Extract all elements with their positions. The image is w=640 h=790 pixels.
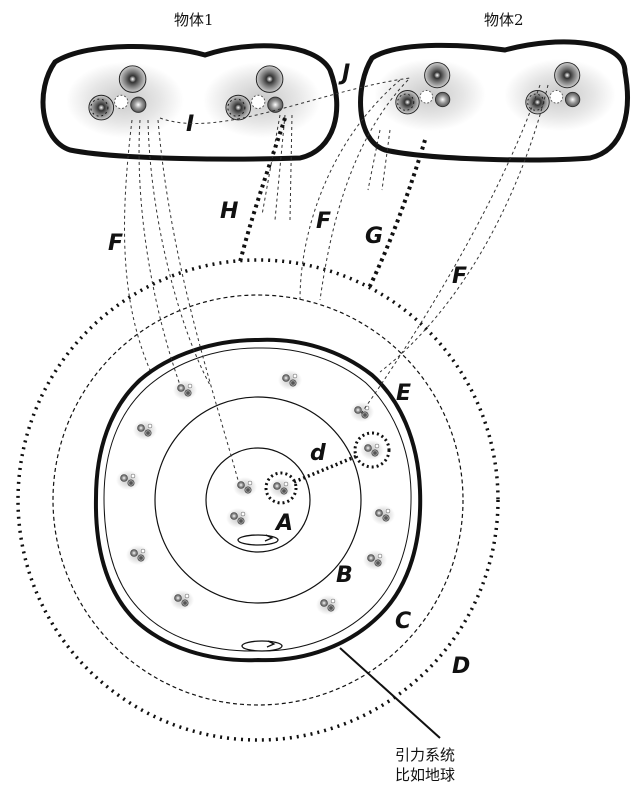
- ring-A: [205, 447, 311, 553]
- field-lines-F: [124, 79, 549, 481]
- body2-title: 物体2: [484, 11, 524, 29]
- ring-D: [16, 258, 500, 742]
- rotation-arrow-inner: [237, 534, 279, 546]
- label-d: d: [310, 441, 326, 466]
- label-F-right: F: [452, 264, 467, 289]
- distance-d-line: [293, 454, 358, 484]
- body2: J: [338, 39, 630, 163]
- label-F-mid: F: [316, 209, 331, 234]
- label-E: E: [396, 381, 411, 406]
- ring-B: [154, 396, 362, 604]
- line-G: [366, 139, 427, 291]
- body-link-line: [159, 77, 411, 125]
- ring-C: [52, 294, 464, 706]
- outer-particle-highlight: [353, 431, 391, 469]
- label-C: C: [395, 609, 411, 634]
- label-J: J: [338, 61, 350, 86]
- label-B: B: [336, 563, 353, 588]
- label-I: I: [186, 112, 194, 137]
- ring-E-surface: [93, 337, 423, 663]
- system-label-line2: 比如地球: [395, 766, 455, 784]
- system-pointer-line: [339, 647, 441, 739]
- label-G: G: [365, 224, 383, 249]
- body1-title: 物体1: [174, 11, 214, 29]
- system-label-line1: 引力系统: [395, 746, 455, 764]
- gravity-system: d A B C D E: [16, 258, 500, 742]
- core-particle-highlight: [264, 471, 298, 505]
- rotation-arrow-outer: [241, 640, 283, 652]
- label-F-left: F: [108, 231, 123, 256]
- body1: I: [40, 43, 340, 162]
- label-H: H: [220, 199, 238, 224]
- label-A: A: [274, 511, 293, 536]
- line-H: [238, 117, 287, 263]
- label-D: D: [452, 654, 470, 679]
